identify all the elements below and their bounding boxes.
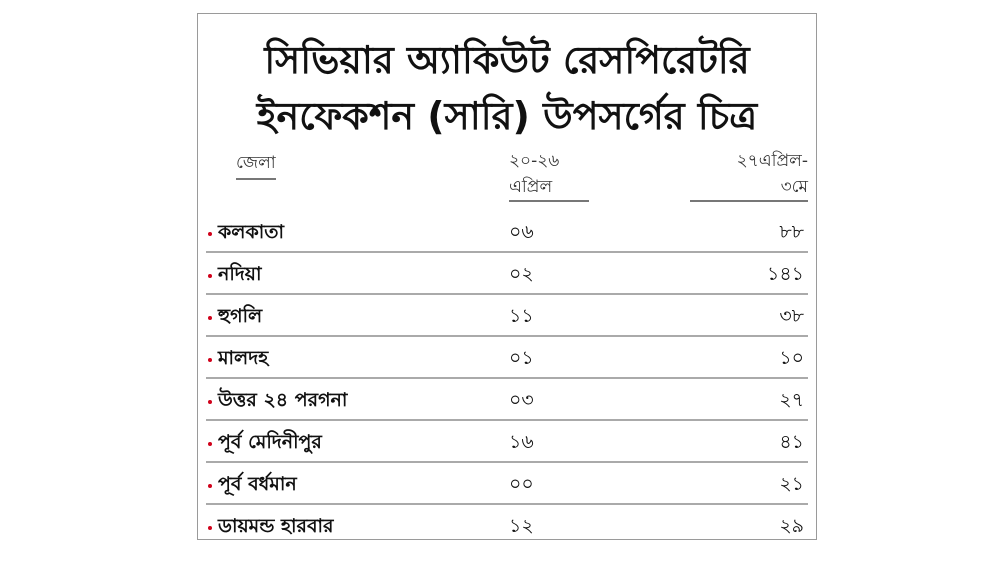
district-name: হুগলি (218, 305, 263, 327)
bullet-icon (208, 316, 212, 320)
sari-table-card: সিভিয়ার অ্যাকিউট রেসপিরেটরি ইনফেকশন (সা… (197, 13, 817, 540)
table-row: নদিয়া ০২ ১৪১ (206, 253, 808, 295)
table-row: পূর্ব মেদিনীপুর ১৬ ৪১ (206, 421, 808, 463)
week1-count: ০৩ (509, 389, 534, 411)
district-name: ডায়মন্ড হারবার (218, 515, 334, 537)
week1-count: ১২ (509, 515, 534, 537)
title-line-2: ইনফেকশন (সারি) উপসর্গের চিত্র (256, 94, 758, 138)
table-row: ডায়মন্ড হারবার ১২ ২৯ (206, 505, 808, 545)
bullet-icon (208, 232, 212, 236)
district-name: পূর্ব মেদিনীপুর (218, 431, 322, 453)
week2-count: ৩৮ (779, 305, 804, 327)
table-body: কলকাতা ০৬ ৮৮ নদিয়া ০২ ১৪১ হুগলি ১১ ৩৮ মালদহ ০১ ১০ উ… (206, 211, 808, 545)
week2-count: ২৯ (779, 515, 804, 537)
header-week1-line1: ২০-২৬ (509, 151, 560, 171)
bullet-icon (208, 358, 212, 362)
week2-count: ২৭ (779, 389, 804, 411)
district-name: উত্তর ২৪ পরগনা (218, 389, 348, 411)
header-week2-line2: ৩মে (690, 174, 808, 202)
table-row: হুগলি ১১ ৩৮ (206, 295, 808, 337)
table-row: কলকাতা ০৬ ৮৮ (206, 211, 808, 253)
table-row: পূর্ব বর্ধমান ০০ ২১ (206, 463, 808, 505)
title-line-1: সিভিয়ার অ্যাকিউট রেসপিরেটরি (264, 38, 750, 82)
week2-count: ৮৮ (779, 221, 804, 243)
district-name: পূর্ব বর্ধমান (218, 473, 297, 495)
bullet-icon (208, 442, 212, 446)
header-week1: ২০-২৬ এপ্রিল (509, 148, 589, 202)
bullet-icon (208, 274, 212, 278)
week1-count: ০১ (509, 347, 534, 369)
week1-count: ১৬ (509, 431, 534, 453)
district-name: কলকাতা (218, 221, 285, 243)
table-row: উত্তর ২৪ পরগনা ০৩ ২৭ (206, 379, 808, 421)
week2-count: ২১ (779, 473, 804, 495)
week1-count: ০০ (509, 473, 534, 495)
header-week1-line2: এপ্রিল (509, 174, 589, 202)
week2-count: ১০ (779, 347, 804, 369)
week1-count: ০৬ (509, 221, 534, 243)
header-week2-line1: ২৭এপ্রিল- (736, 151, 808, 171)
week1-count: ১১ (509, 305, 534, 327)
table-row: মালদহ ০১ ১০ (206, 337, 808, 379)
bullet-icon (208, 484, 212, 488)
header-district: জেলা (236, 150, 276, 180)
district-name: নদিয়া (218, 263, 262, 285)
week2-count: ৪১ (779, 431, 804, 453)
bullet-icon (208, 400, 212, 404)
week1-count: ০২ (509, 263, 534, 285)
week2-count: ১৪১ (767, 263, 804, 285)
header-week2: ২৭এপ্রিল- ৩মে (690, 148, 808, 202)
bullet-icon (208, 526, 212, 530)
district-name: মালদহ (218, 347, 269, 369)
